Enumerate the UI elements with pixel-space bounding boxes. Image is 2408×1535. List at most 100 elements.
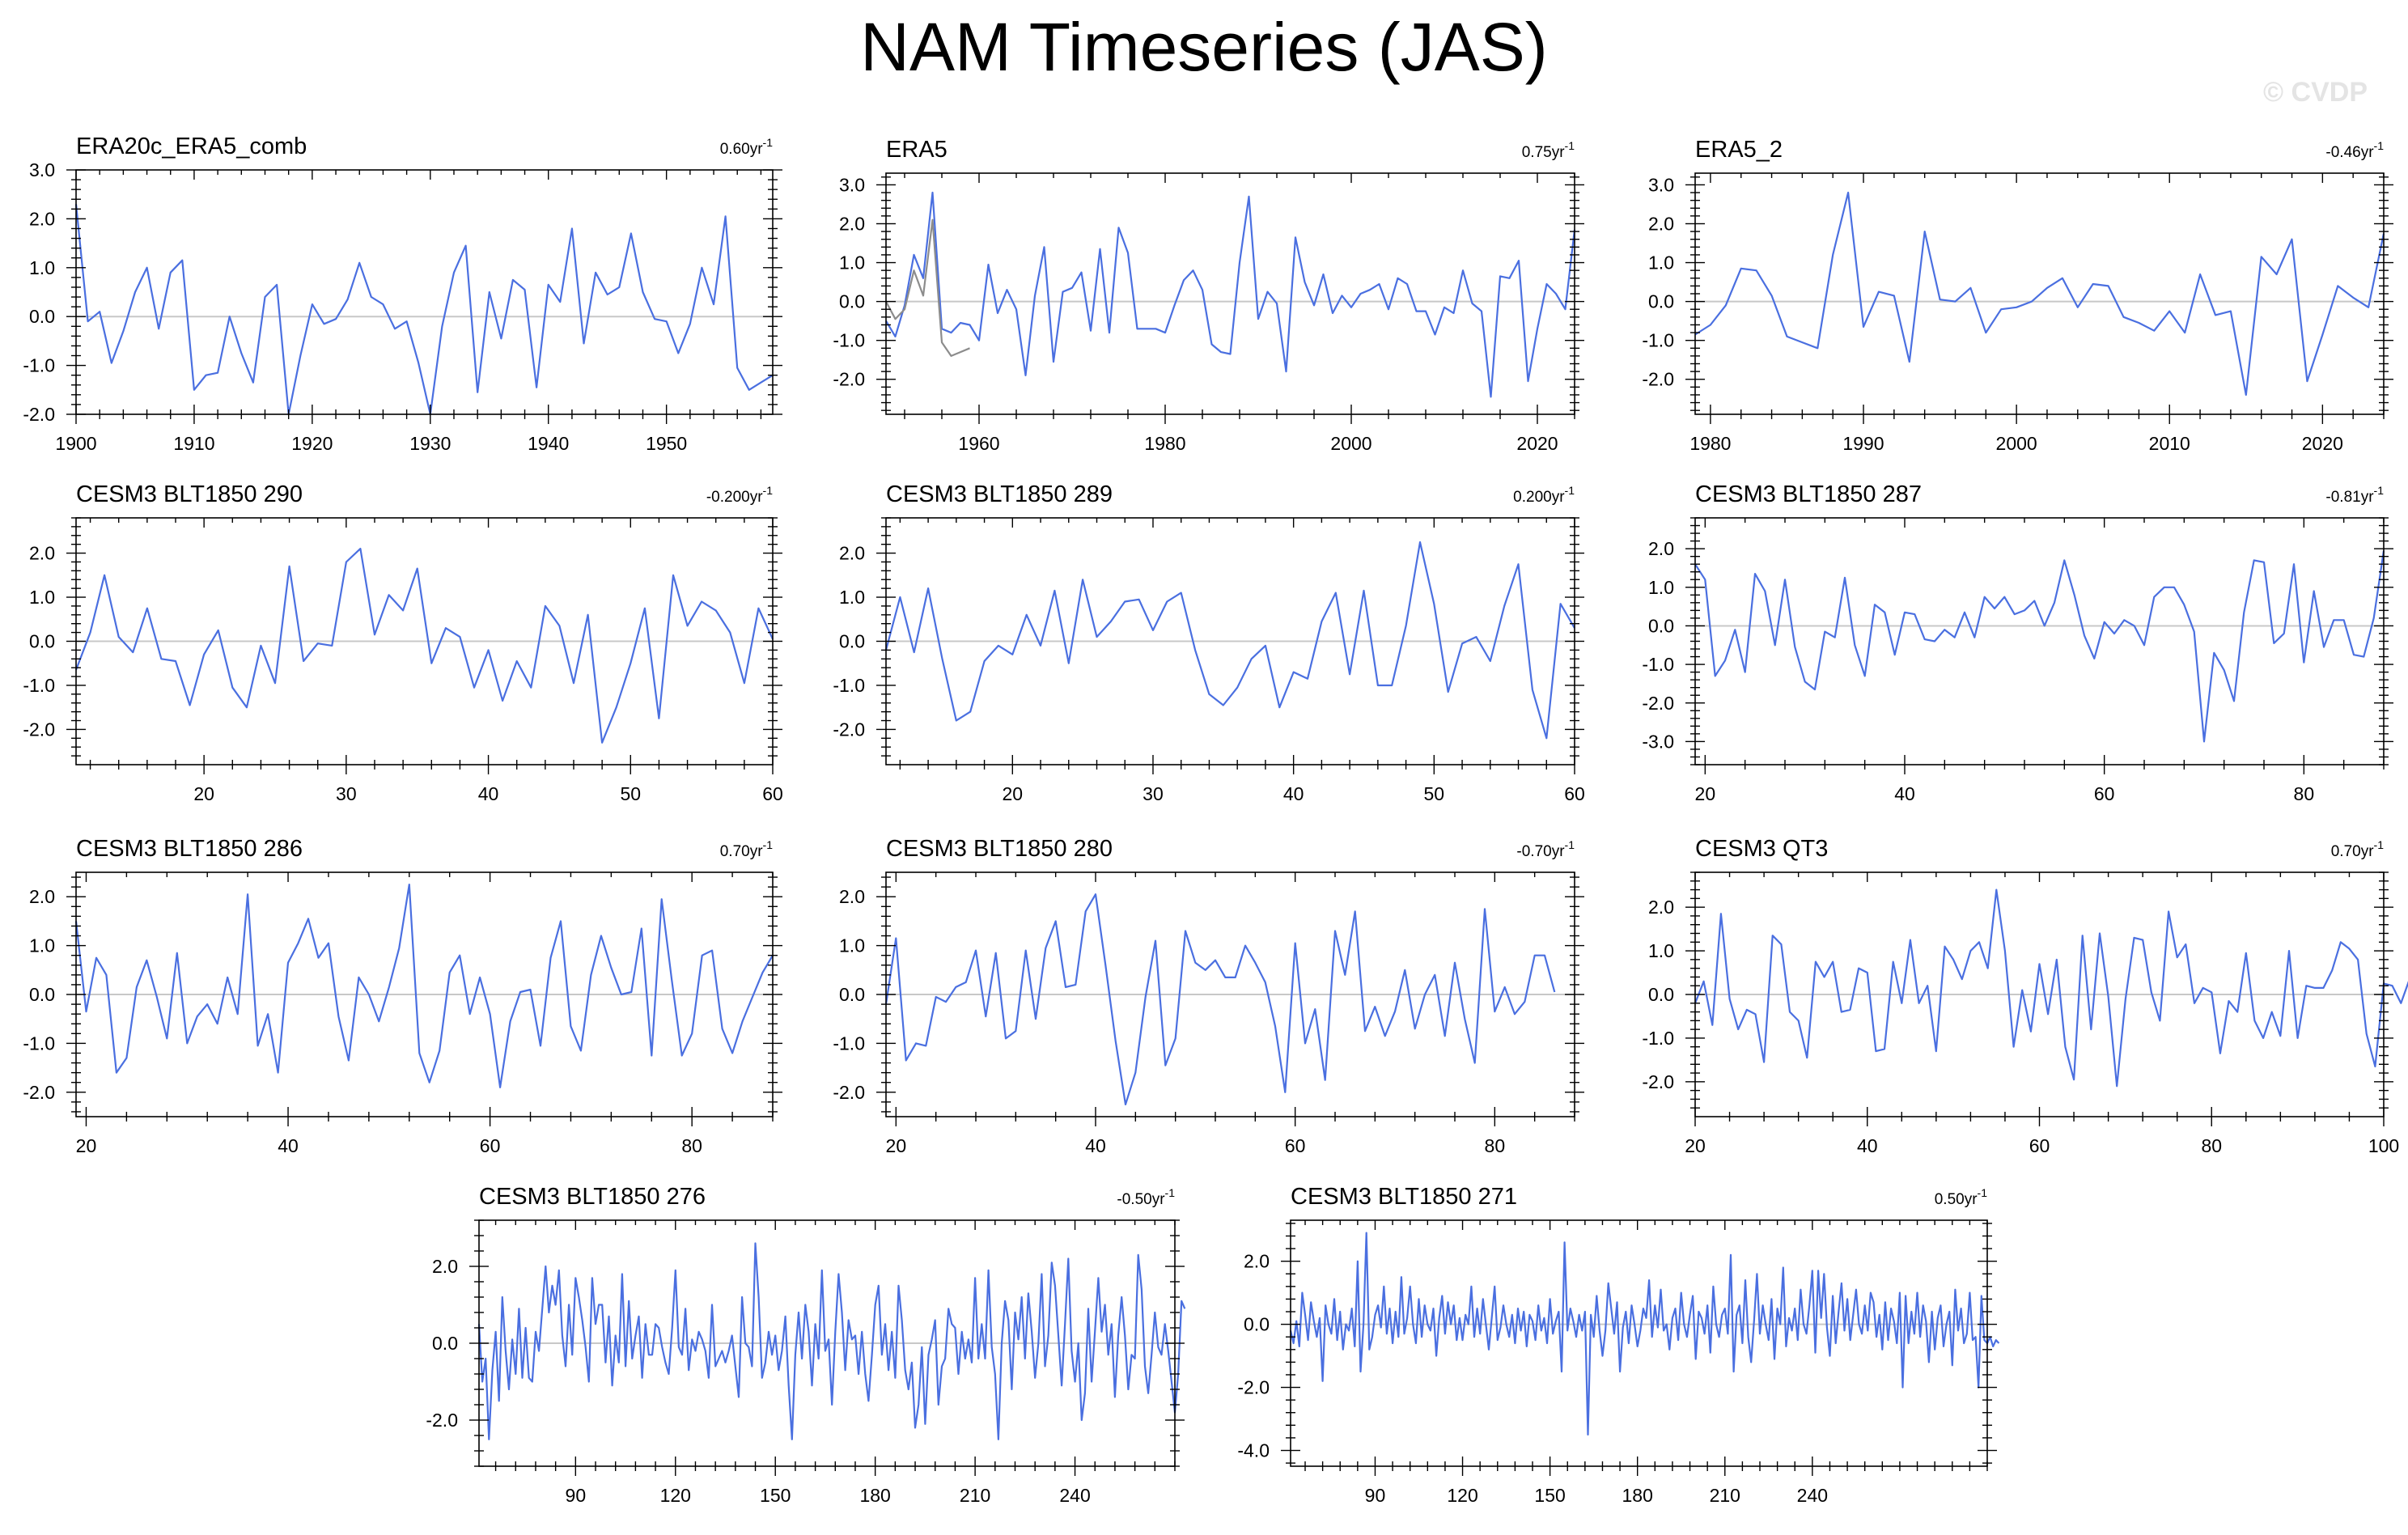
panel-title: CESM3 BLT1850 286 [76,836,303,862]
series-line [477,1242,1186,1440]
x-tick-label: 80 [1485,1135,1506,1156]
trend-label: -0.46yr-1 [2325,139,2384,161]
trend-label: -0.81yr-1 [2325,484,2384,506]
y-tick-label: -1.0 [833,330,865,351]
watermark: © CVDP [2263,77,2368,108]
x-tick-label: 60 [1285,1135,1306,1156]
x-tick-label: 150 [1534,1485,1565,1506]
series-line [1694,550,2385,743]
y-tick-label: 0.0 [1648,291,1674,312]
y-tick-label: -2.0 [1237,1377,1270,1398]
y-tick-label: 3.0 [839,174,865,195]
series-line [884,893,1556,1106]
y-tick-label: 2.0 [839,543,865,564]
y-tick-label: 1.0 [1648,577,1674,598]
chart-panel-8: 2.0 1.0 0.0 -1.0 -2.0 20 40 60 80 CESM3 BLT1850 2… [833,836,1584,1156]
series-line [74,547,774,744]
x-tick-label: 100 [2368,1135,2399,1156]
y-tick-label: 0.0 [1648,984,1674,1005]
x-tick-label: 120 [1447,1485,1477,1506]
x-tick-label: 180 [859,1485,890,1506]
y-tick-label: -1.0 [1642,1028,1674,1049]
panel-title: CESM3 BLT1850 289 [886,481,1113,507]
panel-title: CESM3 QT3 [1695,836,1828,862]
chart-panel-2: 3.0 2.0 1.0 0.0 -1.0 -2.0 1960 1980 2000 2020 ERA5… [833,137,1584,454]
trend-label: -0.50yr-1 [1117,1186,1175,1208]
trend-label: 0.70yr-1 [2331,838,2384,860]
series-line [1289,1232,2000,1436]
y-tick-label: -2.0 [833,719,865,740]
series-line [1694,191,2385,396]
x-tick-label: 1930 [409,433,451,454]
y-tick-label: 1.0 [839,935,865,956]
x-tick-label: 2020 [1516,433,1558,454]
panel-title: CESM3 BLT1850 290 [76,481,303,507]
page-title: NAM Timeseries (JAS) [860,9,1548,85]
trend-label: 0.75yr-1 [1522,139,1575,161]
x-tick-label: 1980 [1689,433,1731,454]
series-line [74,883,774,1088]
x-tick-label: 20 [1685,1135,1706,1156]
y-tick-label: 0.0 [1648,615,1674,636]
chart-panel-5: 2.0 1.0 0.0 -1.0 -2.0 20 30 40 50 60 CESM3 BLT1850… [833,481,1584,804]
x-tick-label: 120 [660,1485,691,1506]
y-tick-label: 3.0 [1648,174,1674,195]
x-tick-label: 210 [960,1485,990,1506]
y-tick-label: 0.0 [839,291,865,312]
panel-title: CESM3 BLT1850 276 [479,1184,706,1210]
y-tick-label: -2.0 [1642,1071,1674,1092]
x-tick-label: 1940 [528,433,569,454]
x-tick-label: 1920 [291,433,333,454]
trend-label: 0.200yr-1 [1513,484,1575,506]
x-tick-label: 20 [76,1135,97,1156]
chart-panel-6: 2.0 1.0 0.0 -1.0 -2.0 -3.0 20 40 60 80 CESM3 BLT18… [1642,481,2393,804]
x-tick-label: 80 [2201,1135,2222,1156]
trend-label: -0.70yr-1 [1516,838,1575,860]
y-tick-label: -1.0 [833,1033,865,1054]
x-tick-label: 40 [1857,1135,1878,1156]
x-tick-label: 20 [1695,783,1716,804]
series-line [884,541,1575,740]
y-tick-label: 2.0 [839,213,865,234]
y-tick-label: -2.0 [1642,693,1674,714]
chart-panel-10: 2.0 0.0 -2.0 90 120 150 180 210 240 CESM3 BLT1850… [426,1184,1186,1506]
y-tick-label: 1.0 [839,587,865,608]
y-tick-label: 0.0 [839,984,865,1005]
series-line [885,191,1576,398]
plot-frame [75,169,774,415]
series-line [1694,888,2408,1088]
y-tick-label: -1.0 [23,675,55,696]
y-tick-label: 2.0 [1648,897,1674,918]
x-tick-label: 60 [762,783,783,804]
x-tick-label: 30 [1143,783,1164,804]
x-tick-label: 80 [2294,783,2315,804]
y-tick-label: 0.0 [1244,1314,1270,1335]
x-tick-label: 50 [1424,783,1445,804]
x-tick-label: 2000 [1996,433,2037,454]
y-tick-label: -2.0 [23,404,55,425]
x-tick-label: 80 [681,1135,702,1156]
y-tick-label: -2.0 [426,1410,458,1431]
y-tick-label: -4.0 [1237,1440,1270,1461]
chart-panel-4: 2.0 1.0 0.0 -1.0 -2.0 20 30 40 50 60 CESM3 BLT1850… [23,481,782,804]
y-tick-label: -2.0 [23,1082,55,1103]
x-tick-label: 40 [478,783,499,804]
y-tick-label: -1.0 [23,355,55,376]
y-tick-label: -1.0 [1642,330,1674,351]
x-tick-label: 2000 [1330,433,1371,454]
panel-title: CESM3 BLT1850 287 [1695,481,1922,507]
trend-label: -0.200yr-1 [706,484,773,506]
x-tick-label: 40 [1085,1135,1106,1156]
y-tick-label: 2.0 [839,886,865,907]
y-tick-label: -3.0 [1642,731,1674,752]
y-tick-label: 0.0 [29,631,55,652]
x-tick-label: 1950 [646,433,687,454]
y-tick-label: 1.0 [1648,940,1674,961]
panel-title: ERA5 [886,137,948,163]
y-tick-label: 0.0 [839,631,865,652]
y-tick-label: -1.0 [833,675,865,696]
secondary-series-line [885,218,970,357]
y-tick-label: 2.0 [29,208,55,229]
y-tick-label: -2.0 [833,1082,865,1103]
